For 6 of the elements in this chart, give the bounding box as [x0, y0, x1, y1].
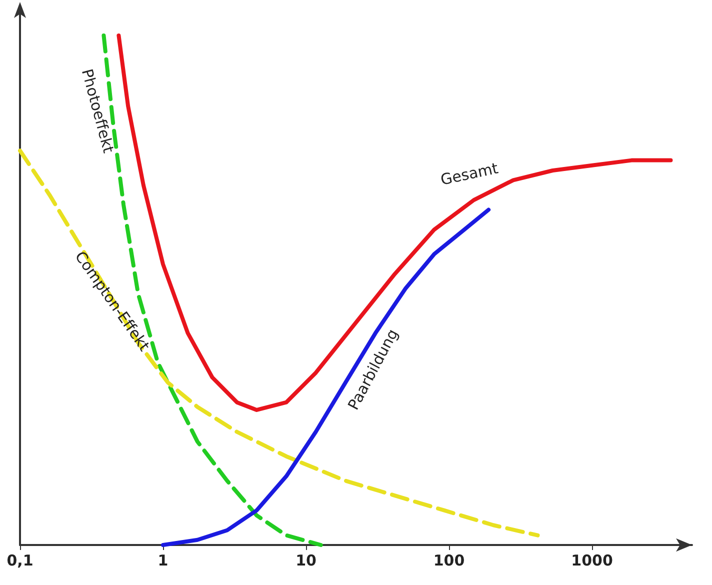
- x-tick-label: 0,1: [6, 552, 34, 570]
- x-tick-label: 100: [433, 552, 465, 570]
- x-tick-label: 1: [158, 552, 168, 570]
- x-tick-label: 1000: [571, 552, 613, 570]
- text: Gesamt: [438, 159, 500, 189]
- x-tick-label: 10: [296, 552, 316, 570]
